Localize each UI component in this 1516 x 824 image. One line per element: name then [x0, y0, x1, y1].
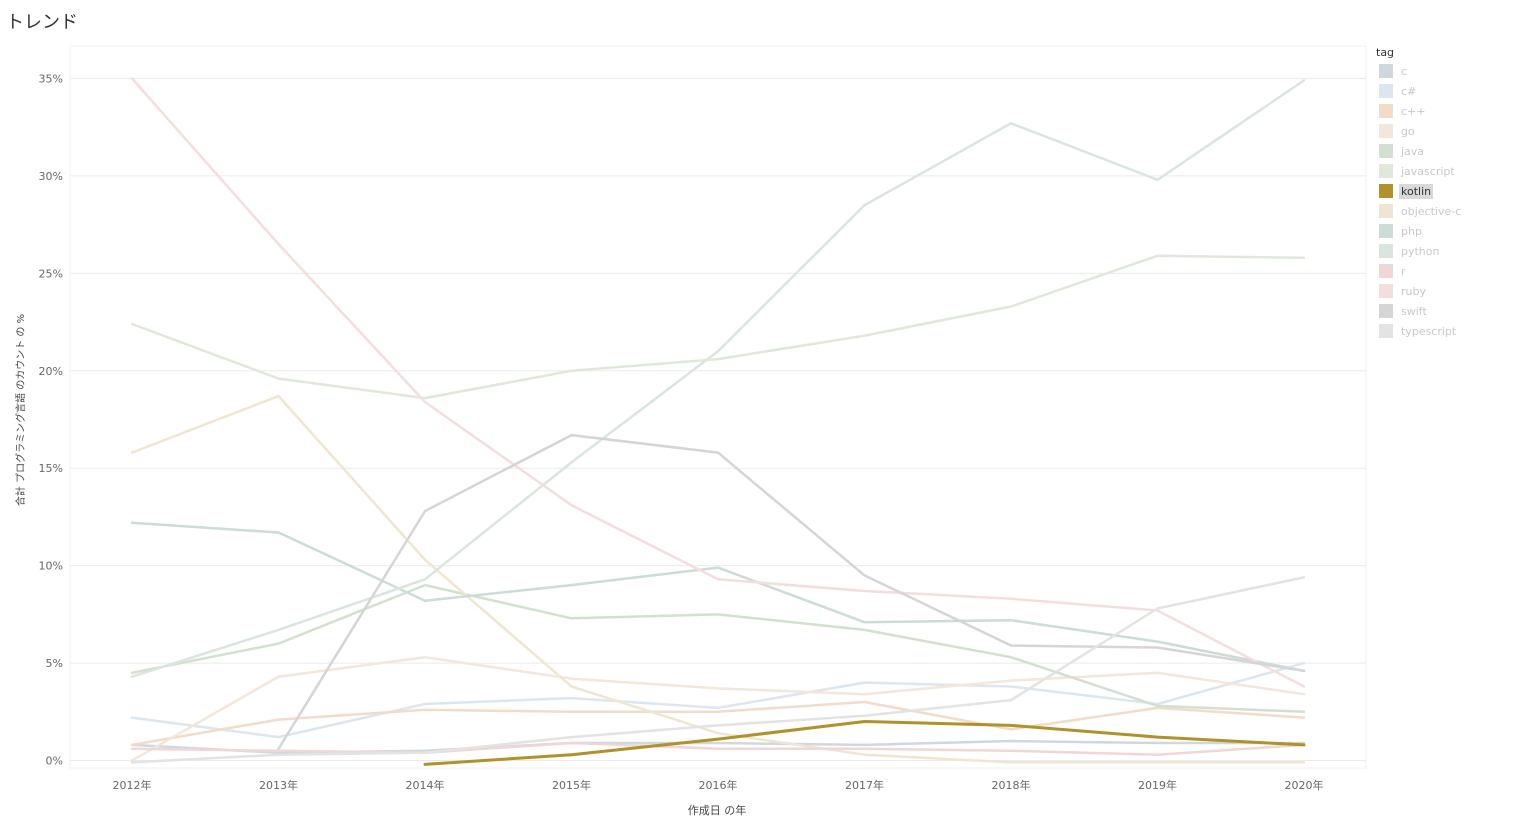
- legend-label: javascript: [1401, 164, 1455, 178]
- legend-swatch: [1379, 244, 1393, 258]
- legend-swatch: [1379, 104, 1393, 118]
- legend-label: kotlin: [1399, 183, 1434, 199]
- legend-swatch: [1379, 224, 1393, 238]
- x-tick-label: 2018年: [992, 778, 1031, 792]
- legend-item-c[interactable]: c: [1376, 61, 1463, 81]
- legend-label: c++: [1401, 104, 1426, 118]
- line-chart: 0% 5% 10% 15% 20% 25% 30% 35% 2012年 2013年 2014年 201…: [39, 45, 1367, 792]
- legend-label: php: [1401, 224, 1422, 238]
- x-tick-label: 2013年: [259, 778, 298, 792]
- y-tick-label: 0%: [46, 755, 63, 768]
- series-line-c-[interactable]: [130, 661, 1306, 739]
- y-tick-label: 30%: [39, 170, 63, 183]
- legend-items: c c# c++ go java javascript kotlin objective-c p…: [1376, 61, 1463, 341]
- legend-swatch: [1379, 304, 1393, 318]
- legend-swatch: [1379, 64, 1393, 78]
- page-title: トレンド: [6, 12, 78, 33]
- x-tick-label: 2014年: [406, 778, 445, 792]
- legend-item-go[interactable]: go: [1376, 121, 1463, 141]
- legend-label: go: [1401, 124, 1415, 138]
- legend-swatch: [1379, 184, 1393, 198]
- legend-label: python: [1401, 244, 1440, 258]
- legend-label: objective-c: [1401, 204, 1462, 218]
- legend-item-ruby[interactable]: ruby: [1376, 281, 1463, 301]
- y-tick-label: 35%: [39, 73, 63, 86]
- legend-item-typescript[interactable]: typescript: [1376, 321, 1463, 341]
- legend-item-c-[interactable]: c++: [1376, 101, 1463, 121]
- plot-area: [69, 45, 1367, 769]
- legend-item-c-[interactable]: c#: [1376, 81, 1463, 101]
- legend-item-objective-c[interactable]: objective-c: [1376, 201, 1463, 221]
- series-line-swift[interactable]: [277, 433, 1306, 751]
- legend-swatch: [1379, 124, 1393, 138]
- y-tick-label: 5%: [46, 657, 63, 670]
- series-line-kotlin[interactable]: [423, 720, 1306, 766]
- legend-label: ruby: [1401, 284, 1426, 298]
- series-line-ruby[interactable]: [130, 77, 1306, 688]
- y-axis-label: 合計 プログラミング言語 のカウント の %: [16, 313, 28, 507]
- y-tick-label: 25%: [39, 267, 63, 280]
- legend-swatch: [1379, 324, 1393, 338]
- series-line-javascript[interactable]: [130, 254, 1306, 400]
- legend-label: swift: [1401, 304, 1427, 318]
- series-line-php[interactable]: [130, 521, 1306, 673]
- x-tick-label: 2020年: [1285, 778, 1324, 792]
- x-tick-label: 2019年: [1138, 778, 1177, 792]
- legend-item-java[interactable]: java: [1376, 141, 1463, 161]
- x-tick-label: 2017年: [845, 778, 884, 792]
- series-line-objective-c[interactable]: [130, 394, 1306, 764]
- legend-swatch: [1379, 264, 1393, 278]
- series-line-typescript[interactable]: [130, 576, 1306, 764]
- y-tick-label: 15%: [39, 462, 63, 475]
- x-axis-label: 作成日 の年: [687, 804, 747, 817]
- series-line-r[interactable]: [130, 741, 1306, 756]
- legend-swatch: [1379, 284, 1393, 298]
- x-tick-label: 2015年: [552, 778, 591, 792]
- legend-swatch: [1379, 84, 1393, 98]
- legend-label: java: [1401, 144, 1425, 158]
- legend-swatch: [1379, 204, 1393, 218]
- legend: tag c c# c++ go java javascript kotlin objectiv…: [1376, 46, 1463, 341]
- legend-item-r[interactable]: r: [1376, 261, 1463, 281]
- legend-item-javascript[interactable]: javascript: [1376, 161, 1463, 181]
- legend-label: typescript: [1401, 324, 1457, 338]
- series-line-python[interactable]: [130, 79, 1306, 678]
- legend-swatch: [1379, 164, 1393, 178]
- legend-item-php[interactable]: php: [1376, 221, 1463, 241]
- legend-label: c: [1401, 64, 1408, 78]
- legend-title: tag: [1376, 46, 1395, 59]
- x-tick-label: 2016年: [699, 778, 738, 792]
- series-line-c-[interactable]: [130, 700, 1306, 747]
- x-tick-label: 2012年: [113, 778, 152, 792]
- legend-item-kotlin[interactable]: kotlin: [1376, 181, 1463, 201]
- legend-label: r: [1401, 264, 1406, 278]
- legend-swatch: [1379, 144, 1393, 158]
- y-tick-label: 20%: [39, 365, 63, 378]
- legend-label: c#: [1401, 84, 1417, 98]
- legend-item-swift[interactable]: swift: [1376, 301, 1463, 321]
- y-tick-label: 10%: [39, 560, 63, 573]
- series-line-java[interactable]: [130, 583, 1306, 714]
- legend-item-python[interactable]: python: [1376, 241, 1463, 261]
